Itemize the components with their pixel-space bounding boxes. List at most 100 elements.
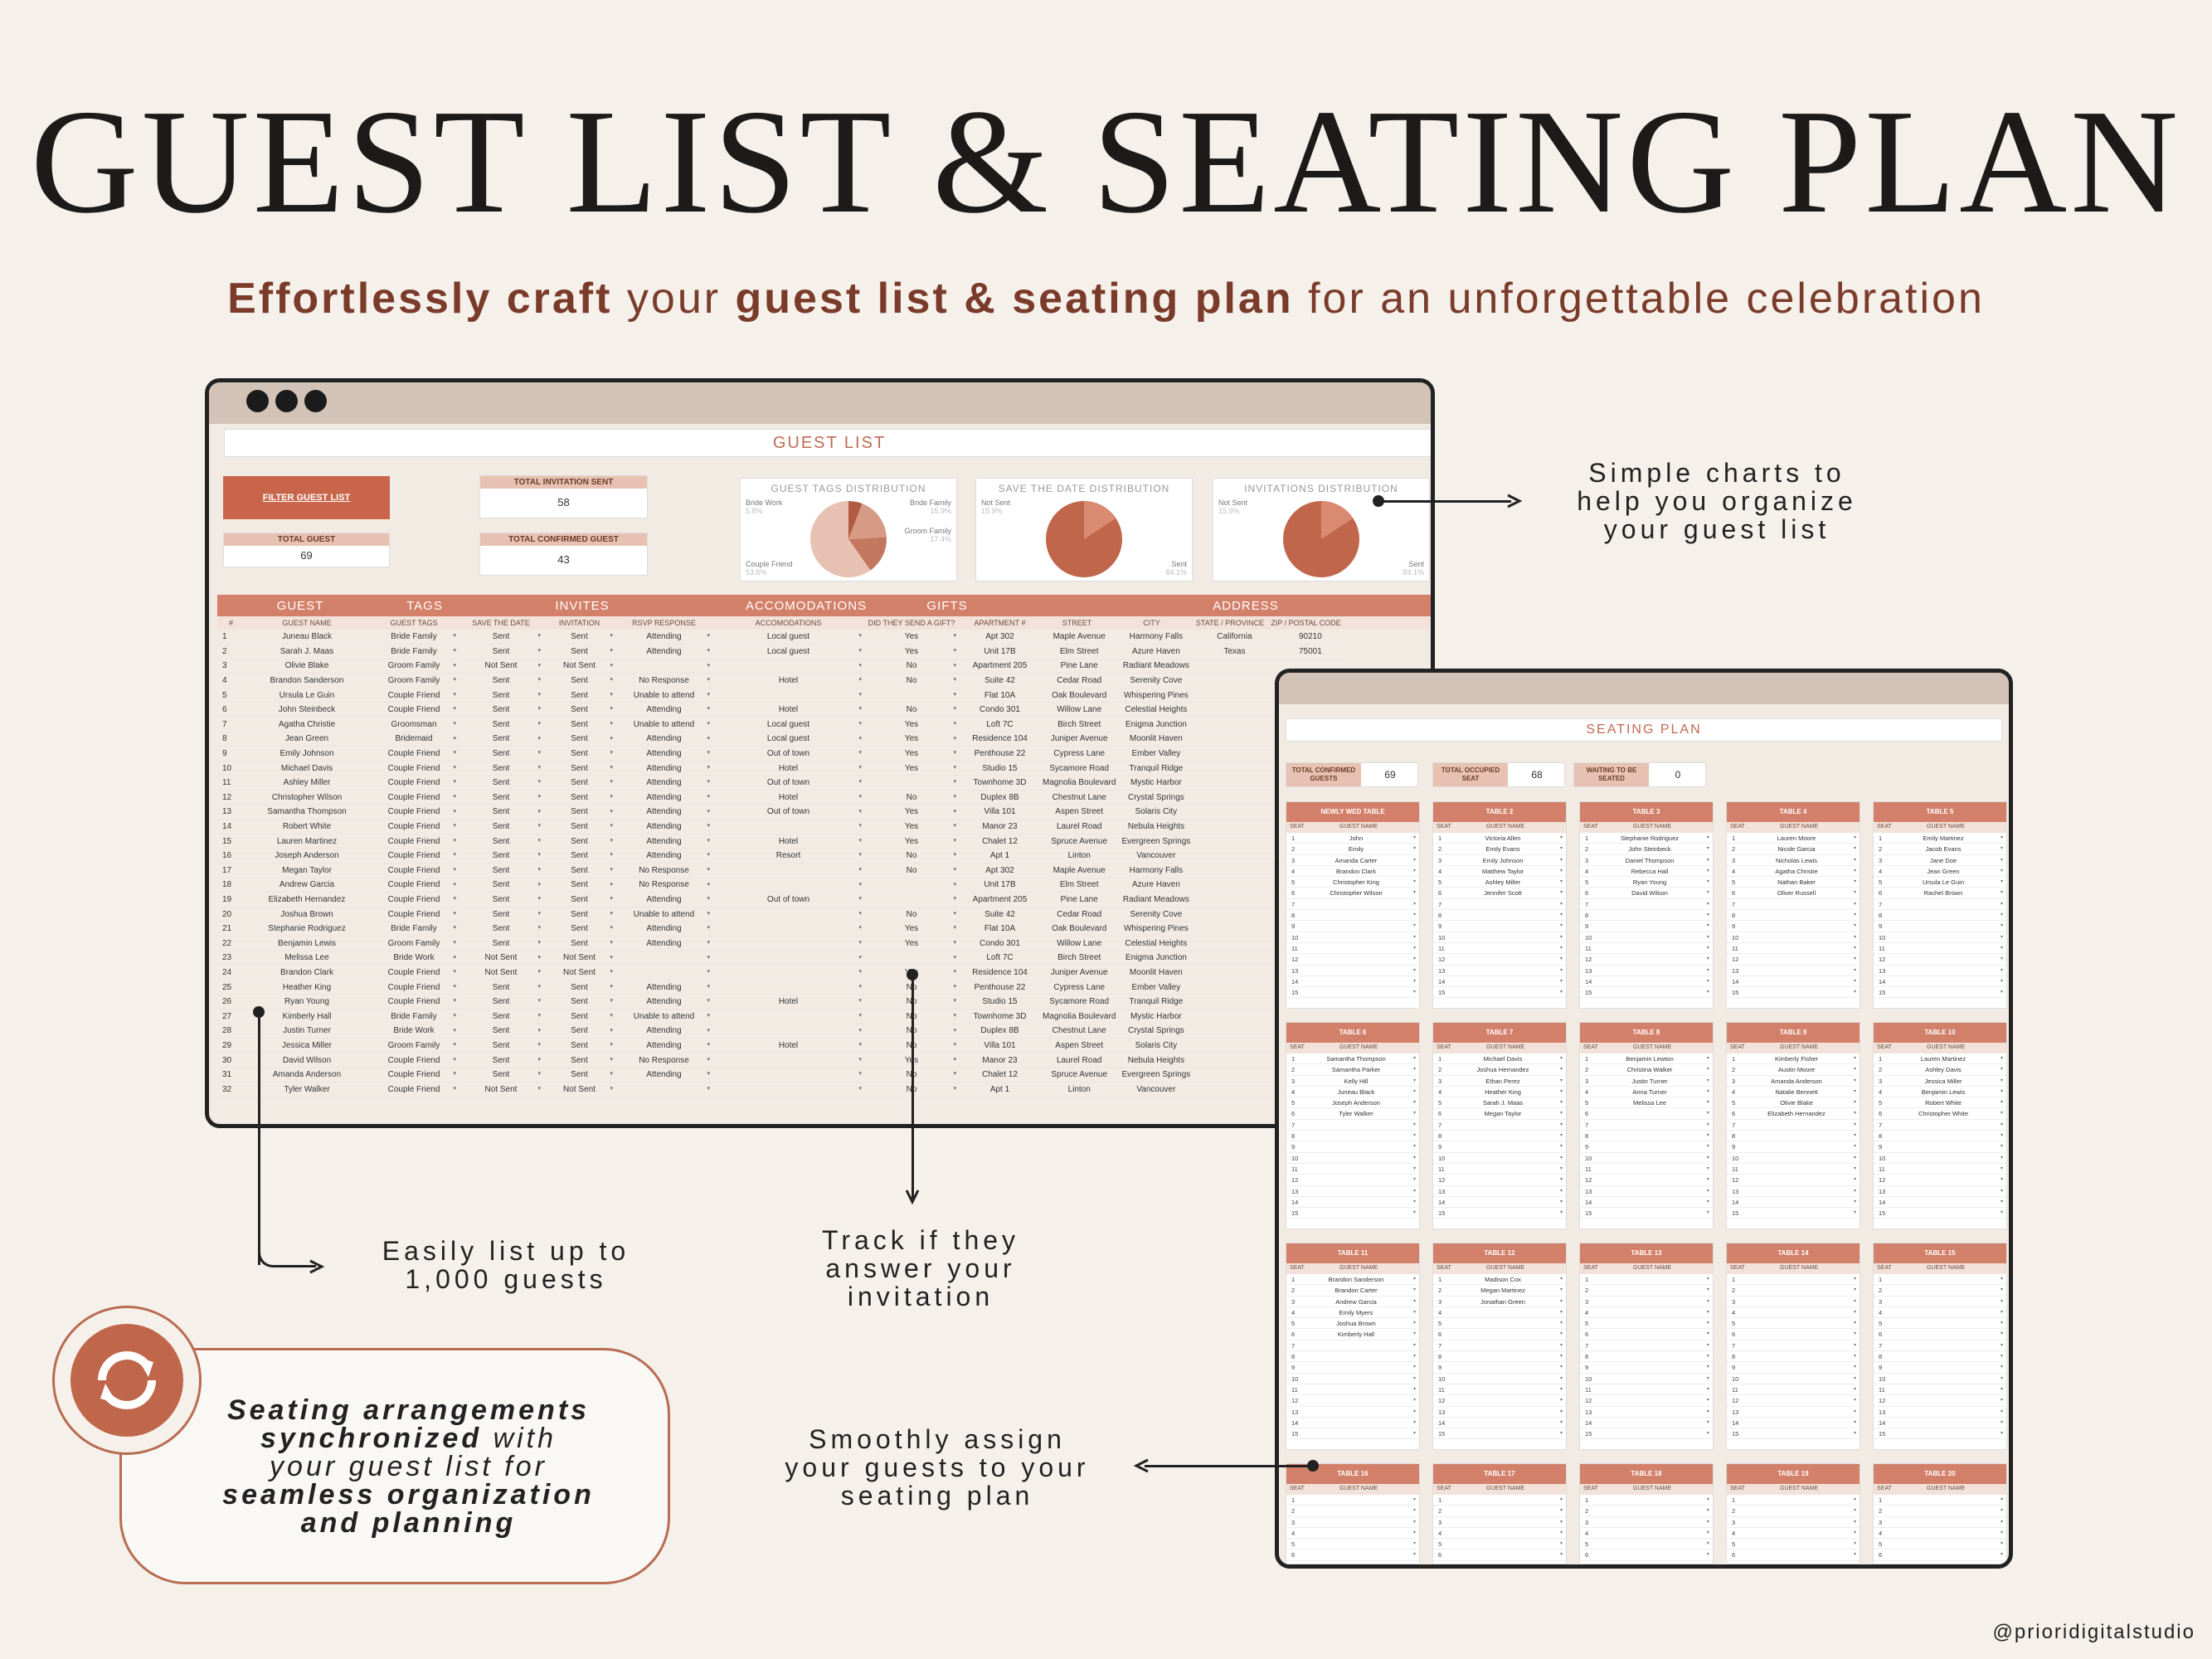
seat-row[interactable]: 7 (1580, 1120, 1713, 1131)
table-cell[interactable]: Sent (543, 688, 615, 703)
seat-row[interactable]: 5 (1433, 1539, 1566, 1550)
seat-row[interactable]: 1 Lauren Martinez (1874, 1053, 2006, 1065)
seat-row[interactable]: 7 (1433, 1120, 1566, 1131)
seat-row[interactable]: 6 Elizabeth Hernandez (1727, 1108, 1860, 1120)
table-cell[interactable]: Couple Friend (369, 1082, 459, 1097)
seat-row[interactable]: 14 (1727, 1197, 1860, 1209)
table-cell[interactable]: Sent (543, 746, 615, 761)
seat-row[interactable]: 6 (1580, 1550, 1713, 1561)
table-cell[interactable]: Sent (459, 980, 543, 995)
seat-row[interactable]: 15 (1874, 1428, 2006, 1440)
seat-row[interactable]: 3 Kelly Hill (1286, 1076, 1419, 1087)
seat-row[interactable]: 1 Benjamin Lewton (1580, 1053, 1713, 1065)
table-cell[interactable]: Sent (543, 1053, 615, 1068)
seat-row[interactable]: 13 (1433, 1407, 1566, 1418)
seat-row[interactable]: 2 Joshua Hernandez (1433, 1064, 1566, 1076)
table-cell[interactable]: Yes (864, 834, 959, 849)
seat-row[interactable]: 7 (1874, 899, 2006, 911)
seat-row[interactable]: 1 (1874, 1495, 2006, 1506)
seat-row[interactable]: 8 (1727, 1351, 1860, 1363)
seat-row[interactable]: 9 (1874, 1362, 2006, 1374)
table-cell[interactable]: Not Sent (459, 965, 543, 980)
table-cell[interactable]: Hotel (712, 761, 864, 776)
seat-row[interactable]: 5 (1580, 1539, 1713, 1550)
table-cell[interactable]: Sent (543, 1067, 615, 1082)
window-dot-icon[interactable] (304, 390, 327, 412)
seat-row[interactable]: 4 Matthew Taylor (1433, 866, 1566, 878)
seat-row[interactable]: 4 (1874, 1307, 2006, 1319)
seat-row[interactable]: 12 (1433, 1395, 1566, 1407)
seat-row[interactable]: 9 (1727, 921, 1860, 932)
seat-row[interactable]: 14 (1433, 1418, 1566, 1429)
table-cell[interactable] (712, 1024, 864, 1039)
seat-row[interactable]: 6 (1727, 1329, 1860, 1340)
table-cell[interactable] (864, 688, 959, 703)
table-cell[interactable]: Sent (459, 863, 543, 878)
table-cell[interactable]: Local guest (712, 644, 864, 659)
seat-row[interactable]: 7 (1727, 1120, 1860, 1131)
seat-row[interactable]: 7 (1727, 899, 1860, 911)
table-cell[interactable]: No (864, 863, 959, 878)
seat-row[interactable]: 4 (1874, 1528, 2006, 1540)
seat-row[interactable]: 15 (1727, 987, 1860, 999)
table-cell[interactable]: Hotel (712, 673, 864, 688)
table-cell[interactable]: Sent (459, 1038, 543, 1053)
seat-row[interactable]: 13 (1727, 966, 1860, 976)
seat-row[interactable]: 5 Ashley Miller (1433, 877, 1566, 888)
seat-row[interactable]: 14 (1286, 1197, 1419, 1209)
seat-row[interactable]: 1 Stephanie Rodriguez (1580, 833, 1713, 844)
seat-row[interactable]: 13 (1874, 1407, 2006, 1418)
table-cell[interactable]: Not Sent (459, 951, 543, 966)
table-cell[interactable]: Not Sent (543, 951, 615, 966)
table-cell[interactable] (712, 659, 864, 674)
table-cell[interactable]: Sent (459, 921, 543, 937)
seat-row[interactable]: 2 Megan Martinez (1433, 1285, 1566, 1297)
seat-row[interactable]: 12 (1433, 1175, 1566, 1186)
seat-row[interactable]: 2 (1580, 1285, 1713, 1297)
seat-row[interactable]: 3 Daniel Thompson (1580, 855, 1713, 866)
seat-row[interactable]: 3 (1874, 1517, 2006, 1528)
table-cell[interactable]: Hotel (712, 790, 864, 805)
seat-row[interactable]: 14 (1580, 976, 1713, 988)
seat-row[interactable]: 12 (1580, 1395, 1713, 1407)
table-cell[interactable]: No (864, 673, 959, 688)
table-cell[interactable]: Yes (864, 936, 959, 951)
window-dot-icon[interactable] (275, 390, 298, 412)
seat-row[interactable]: 15 (1286, 1428, 1419, 1440)
table-cell[interactable]: Sent (543, 1038, 615, 1053)
seat-row[interactable]: 15 (1433, 987, 1566, 999)
table-cell[interactable]: Out of town (712, 775, 864, 791)
seat-row[interactable]: 13 (1286, 1186, 1419, 1197)
seat-row[interactable]: 1 (1727, 1495, 1860, 1506)
seat-row[interactable]: 2 Jacob Evans (1874, 844, 2006, 855)
seat-row[interactable]: 6 (1580, 1108, 1713, 1120)
seat-row[interactable]: 9 (1874, 921, 2006, 932)
table-cell[interactable]: Couple Friend (369, 965, 459, 980)
seat-row[interactable]: 3 (1874, 1297, 2006, 1307)
seat-row[interactable]: 11 (1874, 1384, 2006, 1396)
seat-row[interactable]: 5 (1580, 1318, 1713, 1330)
table-cell[interactable]: Not Sent (459, 659, 543, 674)
seat-row[interactable]: 2 Emily (1286, 844, 1419, 855)
seat-row[interactable]: 2 Emily Evans (1433, 844, 1566, 855)
table-cell[interactable]: Couple Friend (369, 848, 459, 864)
table-cell[interactable]: Attending (615, 980, 712, 995)
table-cell[interactable]: Attending (615, 644, 712, 659)
table-cell[interactable]: No (864, 702, 959, 718)
seat-row[interactable]: 5 Melissa Lee (1580, 1097, 1713, 1109)
table-cell[interactable]: Sent (459, 644, 543, 659)
table-cell[interactable]: Sent (543, 805, 615, 820)
table-cell[interactable]: Attending (615, 732, 712, 747)
seat-row[interactable]: 3 Amanda Carter (1286, 855, 1419, 866)
seat-row[interactable]: 13 (1580, 1407, 1713, 1418)
seat-row[interactable]: 14 (1433, 976, 1566, 988)
seat-row[interactable]: 12 (1580, 1175, 1713, 1186)
seat-row[interactable]: 1 (1874, 1274, 2006, 1286)
seat-row[interactable]: 3 Jonathan Green (1433, 1297, 1566, 1307)
